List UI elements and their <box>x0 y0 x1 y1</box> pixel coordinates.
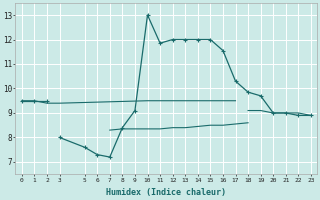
X-axis label: Humidex (Indice chaleur): Humidex (Indice chaleur) <box>106 188 226 197</box>
